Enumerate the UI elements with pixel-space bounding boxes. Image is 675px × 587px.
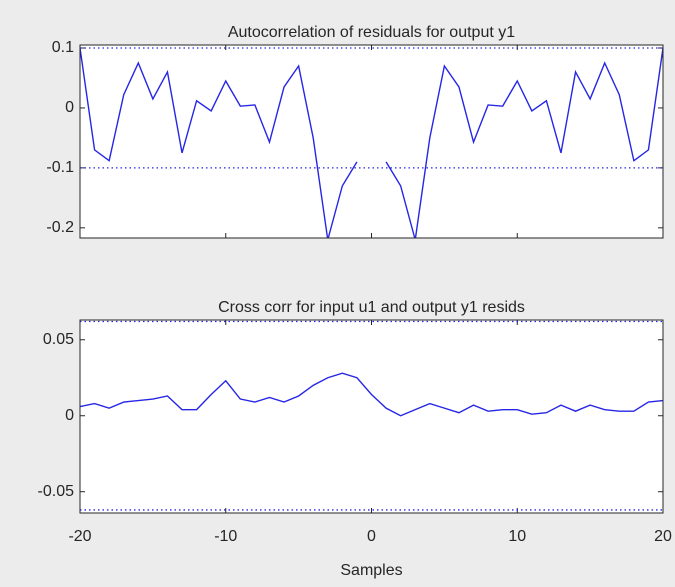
chart-title: Autocorrelation of residuals for output …	[228, 24, 515, 41]
y-tick-label: 0.1	[52, 39, 74, 56]
x-tick-label: -10	[214, 528, 237, 545]
x-tick-label: 20	[654, 528, 672, 545]
x-tick-label: 0	[367, 528, 376, 545]
x-tick-label: 10	[508, 528, 526, 545]
chart-title: Cross corr for input u1 and output y1 re…	[218, 299, 525, 316]
y-tick-label: -0.05	[38, 483, 75, 500]
y-tick-label: 0.05	[43, 331, 74, 348]
y-tick-label: 0	[65, 99, 74, 116]
plot-content	[80, 47, 663, 238]
data-line	[385, 47, 663, 238]
plot-area	[80, 320, 663, 513]
axes-frame	[79, 319, 664, 514]
y-tick-label: 0	[65, 407, 74, 424]
axes-frame	[79, 44, 664, 239]
x-tick-label: -20	[68, 528, 91, 545]
y-tick-label: -0.1	[46, 159, 74, 176]
plot-area	[80, 45, 663, 238]
data-line	[80, 47, 358, 238]
plot-content	[80, 320, 663, 511]
x-axis-label: Samples	[340, 562, 402, 579]
y-tick-label: -0.2	[46, 219, 74, 236]
data-line	[80, 372, 663, 417]
